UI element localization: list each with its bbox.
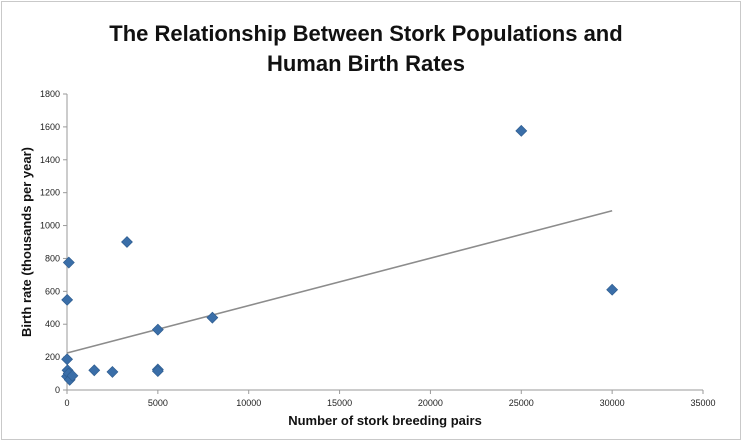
y-tick-label: 1400 <box>40 155 60 165</box>
y-tick-label: 1800 <box>40 89 60 99</box>
data-point <box>88 364 101 377</box>
y-axis-label: Birth rate (thousands per year) <box>19 147 34 337</box>
data-point <box>61 293 74 306</box>
x-tick-label: 0 <box>64 398 69 408</box>
x-tick-label: 15000 <box>327 398 352 408</box>
chart-title-line-2: Human Birth Rates <box>267 51 465 76</box>
trendline <box>66 209 613 354</box>
data-point <box>62 256 75 269</box>
y-tick-labels: 0 200 400 600 800 1000 1200 1400 1600 1800 <box>40 89 67 395</box>
y-tick-label: 1000 <box>40 221 60 231</box>
data-point <box>121 236 133 248</box>
data-points <box>61 124 619 386</box>
data-point <box>61 353 74 366</box>
x-tick-label: 30000 <box>600 398 625 408</box>
y-tick-label: 600 <box>45 286 60 296</box>
chart-title-line-1: The Relationship Between Stork Populatio… <box>109 21 622 46</box>
x-tick-label: 20000 <box>418 398 443 408</box>
x-tick-labels: 0 5000 10000 15000 20000 25000 30000 35000 <box>64 390 716 408</box>
y-tick-label: 0 <box>55 385 60 395</box>
data-point <box>106 365 119 378</box>
y-tick-label: 200 <box>45 352 60 362</box>
y-tick-label: 800 <box>45 253 60 263</box>
x-axis-label: Number of stork breeding pairs <box>288 413 482 428</box>
data-point <box>206 311 219 324</box>
data-point <box>515 124 528 137</box>
x-tick-label: 5000 <box>148 398 168 408</box>
data-point <box>151 365 164 378</box>
x-tick-label: 10000 <box>236 398 261 408</box>
y-tick-label: 400 <box>45 319 60 329</box>
data-point <box>66 369 79 382</box>
data-point <box>606 283 619 296</box>
x-tick-label: 35000 <box>690 398 715 408</box>
y-tick-label: 1200 <box>40 188 60 198</box>
x-tick-label: 25000 <box>509 398 534 408</box>
y-tick-label: 1600 <box>40 122 60 132</box>
data-point <box>151 323 164 336</box>
